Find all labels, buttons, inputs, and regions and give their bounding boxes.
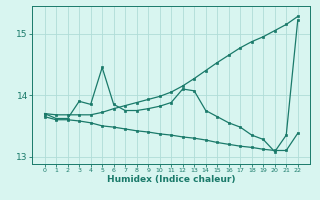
X-axis label: Humidex (Indice chaleur): Humidex (Indice chaleur): [107, 175, 236, 184]
